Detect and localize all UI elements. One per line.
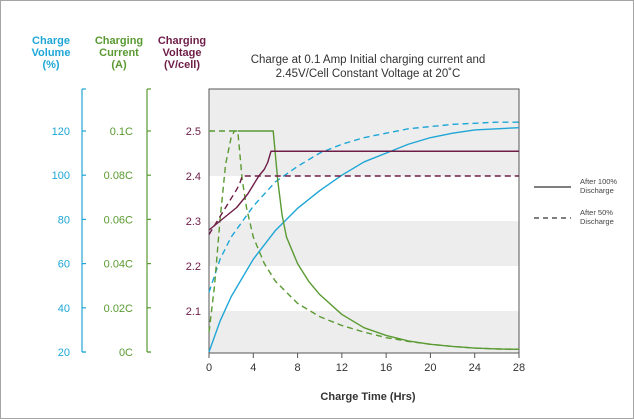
band-1 (209, 131, 519, 176)
band-3 (209, 311, 519, 353)
current-axis-header: Current (99, 47, 139, 59)
volume-tick-label: 80 (58, 214, 70, 226)
volume-axis-header: Volume (32, 47, 71, 59)
voltage-solid-series (208, 150, 519, 231)
voltage-tick-label: 2.2 (186, 261, 201, 273)
current-tick-label: 0.02C (104, 303, 133, 315)
volume-tick-label: 60 (58, 259, 70, 271)
voltage-axis-header: Voltage (163, 47, 202, 59)
voltage-dashed-series (208, 175, 519, 235)
band-top (209, 89, 519, 131)
volume-tick-label: 20 (58, 347, 70, 359)
volume-tick-label: 100 (52, 170, 70, 182)
volume-dashed-series (208, 121, 519, 293)
x-axis-label: Charge Time (Hrs) (320, 391, 415, 403)
voltage-axis-header: (V/cell) (164, 59, 200, 71)
legend-label: Discharge (580, 186, 614, 195)
title-line: 2.45V/Cell Constant Voltage at 20˚C (276, 68, 461, 80)
x-tick-label: 8 (295, 362, 301, 374)
volume-axis-header: (%) (42, 59, 59, 71)
volume-tick-label: 40 (58, 303, 70, 315)
current-tick-label: 0.04C (104, 259, 133, 271)
x-tick-label: 16 (380, 362, 392, 374)
volume-solid-series (208, 126, 520, 353)
volume-tick-label: 120 (52, 126, 70, 138)
legend-label: After 100% (580, 177, 617, 186)
plot-border (208, 88, 520, 354)
x-tick-label: 24 (469, 362, 481, 374)
current-tick-label: 0.1C (110, 126, 133, 138)
x-axis: 0 4 8 12 16 20 24 28 Charge Time (Hrs) (206, 353, 525, 403)
volume-axis-header: Charge (32, 35, 70, 47)
plot-frame (208, 88, 520, 354)
current-tick-label: 0.08C (104, 170, 133, 182)
current-axis-header: (A) (111, 59, 127, 71)
current-tick-label: 0.06C (104, 214, 133, 226)
voltage-tick-label: 2.3 (186, 216, 201, 228)
x-tick-label: 28 (513, 362, 525, 374)
voltage-axis-header: Charging (158, 35, 206, 47)
current-dashed-series (208, 130, 520, 351)
plot-bands (209, 89, 519, 353)
title-line: Charge at 0.1 Amp Initial charging curre… (251, 54, 486, 66)
current-tick-label: 0C (119, 347, 133, 359)
voltage-tick-label: 2.5 (186, 126, 201, 138)
x-tick-label: 4 (250, 362, 256, 374)
x-tick-label: 20 (424, 362, 436, 374)
voltage-tick-label: 2.1 (186, 306, 201, 318)
legend-label: After 50% (580, 208, 613, 217)
series-group (208, 121, 520, 353)
chart-title: Charge at 0.1 Amp Initial charging curre… (251, 54, 486, 80)
legend-label: Discharge (580, 217, 614, 226)
voltage-tick-label: 2.4 (186, 171, 201, 183)
x-tick-label: 12 (336, 362, 348, 374)
x-tick-label: 0 (206, 362, 212, 374)
band-2 (209, 221, 519, 266)
current-axis-header: Charging (95, 35, 143, 47)
